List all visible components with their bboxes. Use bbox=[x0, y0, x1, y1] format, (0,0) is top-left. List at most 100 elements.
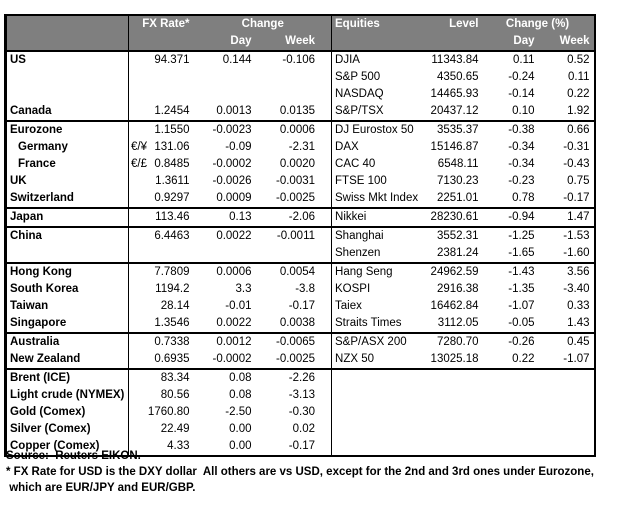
equity-day-change-value: -0.05 bbox=[508, 317, 535, 329]
table-row: Canada 1.2454 0.0013 0.0135 S&P/TSX 2043… bbox=[6, 103, 595, 121]
empty-header-cell bbox=[401, 33, 482, 51]
fx-rate-cell: 1.2454 bbox=[128, 103, 195, 121]
equity-index-label: S&P/ASX 200 bbox=[331, 333, 407, 351]
equity-level-value: 2251.01 bbox=[436, 192, 479, 204]
equity-level-value bbox=[402, 421, 482, 438]
region-label: Taiwan bbox=[10, 300, 49, 312]
equity-index-label: Nikkei bbox=[331, 208, 402, 227]
equity-level-value: 6548.11 bbox=[437, 158, 479, 170]
fx-rate-value: 83.34 bbox=[160, 372, 190, 384]
equity-day-change-value: -1.65 bbox=[508, 247, 535, 259]
currency-pair-label: €/£ bbox=[131, 158, 147, 170]
equity-level-value: 3535.37 bbox=[436, 124, 479, 136]
equity-index-label: Taiex bbox=[331, 298, 402, 315]
region-label bbox=[6, 69, 129, 86]
table-row: Germany €/¥ 131.06 -0.09 -2.31 DAX 15146.… bbox=[6, 139, 595, 156]
equity-week-change-value: -1.07 bbox=[563, 353, 590, 365]
fx-week-change-value: -0.0011 bbox=[276, 230, 316, 242]
region-label: Eurozone bbox=[10, 124, 63, 136]
equity-week-change-value: 0.45 bbox=[567, 336, 590, 348]
equity-week-change-value: 1.47 bbox=[567, 211, 590, 223]
fx-rate-cell: 1760.80 bbox=[128, 404, 195, 421]
table-row: Brent (ICE) 83.34 0.08 -2.26 bbox=[5, 369, 595, 387]
fx-rate-cell: €/¥ 131.06 bbox=[128, 139, 195, 156]
region-label: Singapore bbox=[10, 317, 67, 329]
fx-week-header: Week bbox=[254, 33, 332, 51]
equity-index-label bbox=[331, 387, 402, 404]
equity-day-change-value: 0.78 bbox=[512, 192, 535, 204]
table-row: Australia 0.7338 0.0012 -0.0065 S&P/ASX … bbox=[5, 333, 595, 351]
fx-day-change-value: 0.13 bbox=[229, 211, 252, 223]
equity-index-label: DAX bbox=[331, 139, 402, 156]
fx-week-change-value bbox=[255, 86, 332, 103]
fx-rate-cell: €/£ 0.8485 bbox=[128, 156, 195, 173]
fx-change-header: Change bbox=[194, 15, 332, 33]
region-label: Switzerland bbox=[10, 192, 74, 204]
equity-index-label bbox=[331, 421, 402, 438]
equity-week-change-value bbox=[537, 369, 595, 387]
equity-index-label: Straits Times bbox=[331, 315, 402, 333]
equity-week-change-value: 0.52 bbox=[567, 54, 590, 66]
table-row: Light crude (NYMEX) 80.56 0.08 -3.13 bbox=[6, 387, 595, 404]
fx-rate-value: 28.14 bbox=[160, 300, 190, 312]
source-note: Source: Reuters EIKON. bbox=[6, 450, 141, 462]
table-row: UK 1.3611 -0.0026 -0.0031 FTSE 100 7130.… bbox=[6, 173, 595, 190]
fx-day-change-value: -2.50 bbox=[225, 406, 252, 418]
fx-rate-value: 131.06 bbox=[154, 141, 190, 153]
fx-rate-cell: 1194.2 bbox=[128, 281, 195, 298]
region-label bbox=[6, 245, 129, 263]
equity-level-value: 16462.84 bbox=[430, 300, 479, 312]
fx-rate-cell bbox=[128, 245, 195, 263]
fx-rate-cell: 6.4463 bbox=[128, 227, 195, 245]
fx-rate-value: 1194.2 bbox=[155, 283, 190, 295]
fx-rate-cell: 113.46 bbox=[128, 208, 195, 227]
fx-week-change-value: 0.0020 bbox=[279, 158, 316, 170]
equity-day-change-value: -0.34 bbox=[508, 141, 535, 153]
fx-week-change-value: -2.06 bbox=[288, 211, 316, 223]
equity-index-label: KOSPI bbox=[331, 281, 402, 298]
table-row: Switzerland 0.9297 0.0009 -0.0025 Swiss … bbox=[6, 190, 595, 208]
equity-week-change-value: -0.43 bbox=[563, 158, 590, 170]
fx-rate-value: 0.9297 bbox=[154, 192, 190, 204]
fx-day-change-value: -0.0023 bbox=[212, 124, 252, 136]
equity-level-value: 7280.70 bbox=[436, 336, 479, 348]
equity-day-change-value: -0.34 bbox=[508, 158, 535, 170]
equity-level-value bbox=[402, 438, 482, 456]
equity-day-change-value bbox=[482, 369, 537, 387]
equity-week-change-value: 0.22 bbox=[567, 88, 590, 100]
table-row: Silver (Comex) 22.49 0.00 0.02 bbox=[6, 421, 595, 438]
region-label: Hong Kong bbox=[10, 266, 72, 278]
equity-week-change-value: 0.66 bbox=[567, 124, 590, 136]
equity-day-change-value: -0.38 bbox=[508, 124, 535, 136]
fx-week-change-value bbox=[255, 69, 332, 86]
fx-rate-cell: 83.34 bbox=[128, 369, 195, 387]
markets-table: FX Rate* Change Equities Level Change (%… bbox=[4, 14, 596, 457]
table-row: S&P 500 4350.65 -0.24 0.11 bbox=[6, 69, 595, 86]
fx-day-change-value: 0.00 bbox=[229, 423, 252, 435]
equity-week-change-value: -0.17 bbox=[563, 192, 590, 204]
fx-week-change-value: -2.26 bbox=[288, 372, 316, 384]
region-label: China bbox=[10, 230, 42, 242]
equity-week-change-value: -1.53 bbox=[563, 230, 590, 242]
fx-rate-cell: 0.6935 bbox=[128, 351, 195, 369]
region-label: Silver (Comex) bbox=[10, 423, 91, 435]
region-label: South Korea bbox=[10, 283, 79, 295]
fx-rate-value: 1.3546 bbox=[154, 317, 190, 329]
equity-week-change-value: 0.33 bbox=[567, 300, 590, 312]
fx-week-change-value: -0.0065 bbox=[276, 336, 316, 348]
fx-rate-value: 0.8485 bbox=[154, 158, 190, 170]
region-label: Gold (Comex) bbox=[10, 406, 86, 418]
fx-day-change-value: 0.0013 bbox=[216, 105, 252, 117]
equity-level-value bbox=[402, 404, 482, 421]
equity-index-label: Swiss Mkt Index bbox=[331, 190, 418, 208]
equity-week-change-value: 0.11 bbox=[567, 71, 590, 83]
equity-level-value: 2916.38 bbox=[436, 283, 479, 295]
equity-week-change-value: 0.75 bbox=[567, 175, 590, 187]
equity-day-change-value: 0.10 bbox=[512, 105, 535, 117]
table-header: FX Rate* Change Equities Level Change (%… bbox=[5, 15, 595, 51]
region-label: UK bbox=[10, 175, 27, 187]
equity-week-change-value bbox=[537, 421, 595, 438]
fx-rate-value: 113.46 bbox=[155, 211, 190, 223]
fx-day-change-value bbox=[195, 69, 255, 86]
table-row: Eurozone 1.1550 -0.0023 0.0006 DJ Eurost… bbox=[5, 121, 595, 139]
